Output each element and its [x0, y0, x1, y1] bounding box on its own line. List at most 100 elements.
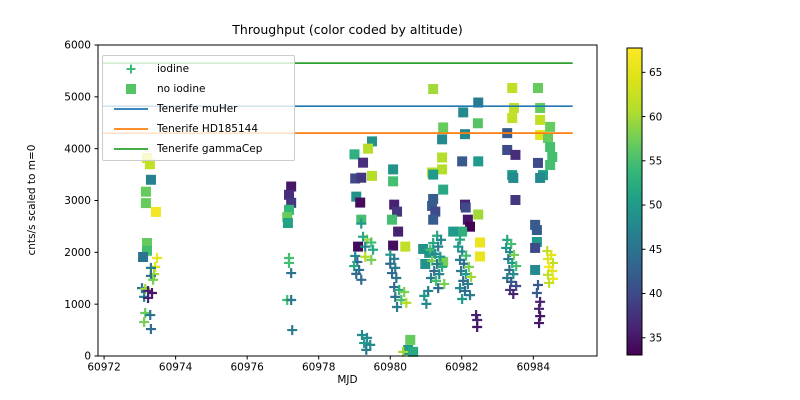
scatter-point-square	[473, 156, 484, 167]
scatter-point-plus	[143, 292, 154, 303]
scatter-point-plus	[433, 241, 444, 252]
scatter-point-plus	[390, 262, 401, 273]
scatter-point-square	[532, 157, 543, 168]
scatter-point-square	[437, 152, 448, 163]
line-sample-icon	[114, 148, 148, 150]
scatter-point-square	[457, 226, 468, 237]
scatter-point-plus	[454, 283, 465, 294]
scatter-point-square	[545, 121, 556, 132]
scatter-point-plus	[360, 241, 371, 252]
scatter-point-plus	[148, 274, 159, 285]
y-tick-label: 2000	[64, 247, 91, 259]
scatter-point-plus	[140, 307, 151, 318]
scatter-point-plus	[401, 297, 412, 308]
scatter-point-plus	[356, 330, 367, 341]
colorbar-tick-label: 40	[649, 288, 662, 300]
scatter-point-plus	[361, 344, 372, 355]
scatter-point-plus	[428, 238, 439, 249]
scatter-point-plus	[511, 281, 522, 292]
scatter-point-plus	[425, 244, 436, 255]
scatter-point-square	[437, 164, 448, 175]
scatter-point-square	[530, 264, 541, 275]
scatter-point-square	[475, 237, 486, 248]
scatter-point-plus	[432, 258, 443, 269]
scatter-point-square	[530, 242, 541, 253]
legend-item-label: Tenerife HD185144	[157, 123, 258, 135]
plus-marker-icon	[126, 64, 136, 74]
scatter-point-plus	[419, 290, 430, 301]
scatter-point-square	[532, 83, 543, 94]
scatter-point-plus	[463, 261, 474, 272]
scatter-point-plus	[509, 249, 520, 260]
x-tick-label: 60976	[230, 362, 264, 374]
scatter-point-square	[388, 240, 399, 251]
scatter-point-plus	[398, 346, 409, 357]
scatter-point-plus	[511, 261, 522, 272]
scatter-point-square	[542, 133, 553, 144]
scatter-point-square	[438, 184, 449, 195]
legend-item-label: no iodine	[157, 83, 206, 95]
scatter-point-square	[389, 199, 400, 210]
legend-item-label: Tenerife muHer	[157, 103, 238, 115]
scatter-point-square	[473, 97, 484, 108]
y-tick-label: 6000	[64, 40, 91, 52]
scatter-point-plus	[392, 302, 403, 313]
scatter-point-square	[142, 245, 153, 256]
scatter-point-square	[140, 198, 151, 209]
scatter-point-plus	[472, 321, 483, 332]
scatter-point-square	[353, 241, 364, 252]
scatter-point-square	[427, 200, 438, 211]
scatter-point-square	[509, 102, 520, 113]
scatter-point-plus	[531, 288, 542, 299]
scatter-point-plus	[421, 298, 432, 309]
scatter-point-plus	[284, 257, 295, 268]
scatter-point-plus	[461, 269, 472, 280]
scatter-point-plus	[360, 251, 371, 262]
scatter-point-plus	[359, 338, 370, 349]
scatter-point-square	[457, 156, 468, 167]
square-marker-icon	[126, 84, 136, 94]
scatter-point-square	[405, 334, 416, 345]
scatter-point-square	[403, 344, 414, 355]
scatter-point-plus	[508, 269, 519, 280]
scatter-point-plus	[427, 255, 438, 266]
scatter-point-plus	[544, 277, 555, 288]
legend-item-label: Tenerife gammaCep	[157, 143, 263, 155]
legend-item: Tenerife gammaCep	[103, 139, 294, 159]
scatter-point-square	[507, 83, 518, 94]
scatter-point-square	[502, 144, 513, 155]
scatter-point-square	[150, 206, 161, 217]
y-tick-label: 1000	[64, 299, 91, 311]
scatter-point-square	[418, 243, 429, 254]
scatter-point-plus	[457, 293, 468, 304]
scatter-point-plus	[436, 234, 447, 245]
scatter-point-square	[428, 84, 439, 95]
colorbar-tick-label: 60	[649, 111, 662, 123]
scatter-point-plus	[361, 332, 372, 343]
scatter-point-plus	[426, 272, 437, 283]
scatter-point-plus	[460, 285, 471, 296]
scatter-point-square	[355, 197, 366, 208]
scatter-point-square	[367, 170, 378, 181]
scatter-point-square	[531, 236, 542, 247]
scatter-point-square	[387, 214, 398, 225]
scatter-point-plus	[139, 317, 150, 328]
scatter-point-plus	[358, 231, 369, 242]
scatter-point-plus	[434, 269, 445, 280]
scatter-point-square	[510, 149, 521, 160]
scatter-point-plus	[390, 291, 401, 302]
scatter-point-square	[475, 251, 486, 262]
scatter-point-plus	[461, 250, 472, 261]
scatter-point-square	[460, 129, 471, 140]
scatter-point-square	[286, 181, 297, 192]
scatter-point-square	[448, 226, 459, 237]
colorbar-tick-label: 65	[649, 67, 662, 79]
scatter-point-square	[545, 142, 556, 153]
scatter-point-square	[535, 102, 546, 113]
colorbar-tick-label: 45	[649, 244, 662, 256]
line-sample-icon	[114, 128, 148, 130]
scatter-point-plus	[430, 248, 441, 259]
colorbar-tick-label: 55	[649, 156, 662, 168]
scatter-point-square	[408, 346, 419, 357]
